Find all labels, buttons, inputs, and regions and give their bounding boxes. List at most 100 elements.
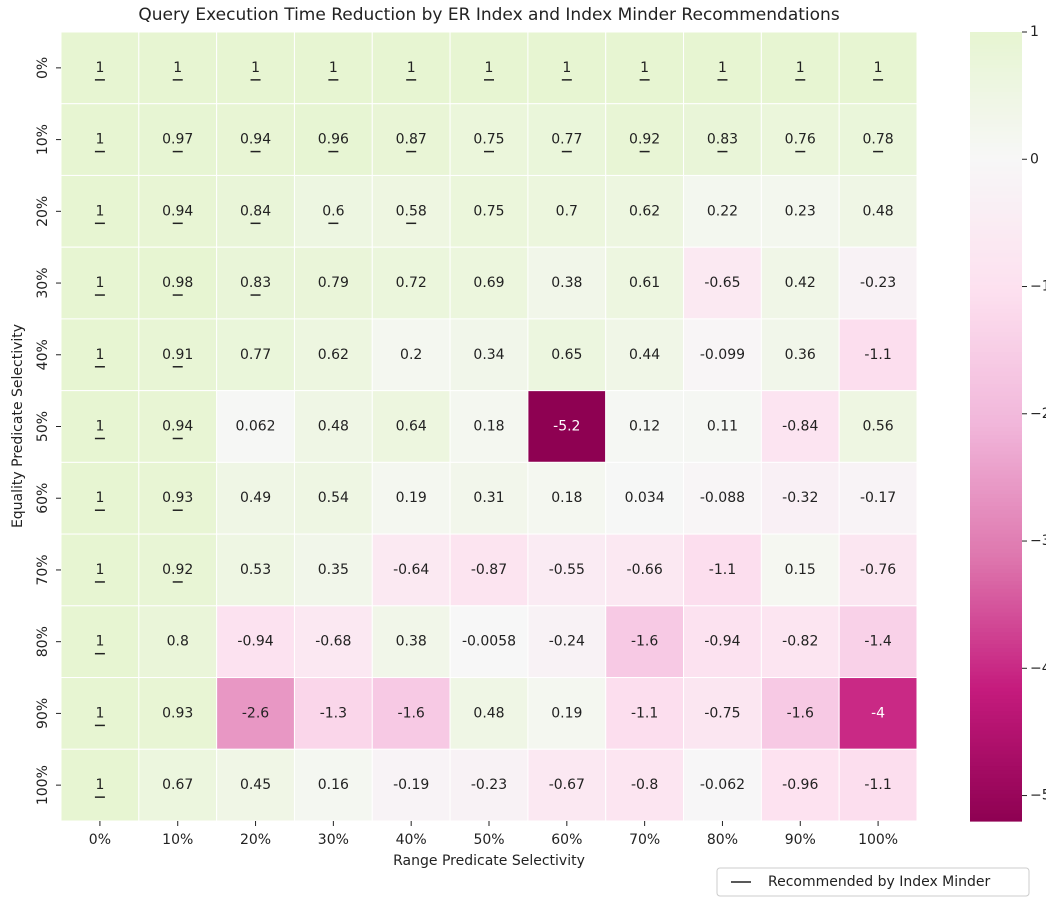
heatmap-cell — [216, 677, 295, 750]
colorbar-slice — [970, 237, 1022, 242]
colorbar-slice — [970, 659, 1022, 664]
colorbar-slice — [970, 477, 1022, 483]
cell-label: 0.45 — [240, 777, 271, 793]
x-axis-label: Range Predicate Selectivity — [393, 853, 585, 869]
colorbar-slice — [970, 517, 1022, 522]
colorbar-slice — [970, 280, 1022, 286]
colorbar-slice — [970, 55, 1022, 61]
colorbar-slice — [970, 312, 1022, 317]
cell-label: -0.23 — [860, 275, 896, 291]
y-tick-label: 90% — [35, 698, 51, 729]
colorbar-slice — [970, 509, 1022, 514]
cell-label: -1.1 — [631, 705, 658, 721]
colorbar-slice — [970, 426, 1022, 432]
colorbar-slice — [970, 264, 1022, 270]
cell-label: -0.088 — [700, 490, 745, 506]
colorbar-slice — [970, 738, 1022, 743]
colorbar-slice — [970, 592, 1022, 597]
colorbar-slice — [970, 260, 1022, 266]
heatmap-cell — [216, 390, 295, 463]
x-tick-label: 50% — [473, 832, 504, 848]
colorbar-slice — [970, 126, 1022, 132]
colorbar-slice — [970, 387, 1022, 392]
colorbar-slice — [970, 560, 1022, 566]
x-tick-label: 10% — [162, 832, 193, 848]
colorbar-slice — [970, 83, 1022, 88]
colorbar-slice — [970, 465, 1022, 471]
cell-label: 0.42 — [785, 275, 816, 291]
colorbar-slice — [970, 454, 1022, 459]
colorbar-slice — [970, 114, 1022, 120]
colorbar-slice — [970, 781, 1022, 787]
cell-label: 1 — [485, 60, 494, 76]
colorbar-slice — [970, 777, 1022, 783]
colorbar-slice — [970, 383, 1022, 388]
cell-label: 0.35 — [318, 562, 349, 578]
colorbar-slice — [970, 150, 1022, 155]
cell-label: 1 — [95, 60, 104, 76]
cell-label: 0.6 — [322, 203, 344, 219]
colorbar-slice — [970, 513, 1022, 518]
colorbar-slice — [970, 761, 1022, 767]
colorbar-slice — [970, 556, 1022, 562]
cell-label: -1.3 — [320, 705, 347, 721]
colorbar-slice — [970, 91, 1022, 96]
heatmap-cell — [138, 390, 218, 463]
cell-label: 0.77 — [551, 132, 582, 148]
colorbar-slice — [970, 446, 1022, 451]
heatmap-cell — [760, 31, 840, 105]
colorbar-slice — [970, 245, 1022, 250]
cell-label: 0.64 — [396, 419, 427, 435]
cell-label: 0.97 — [162, 132, 193, 148]
colorbar-slice — [970, 493, 1022, 499]
cell-label: 0.94 — [162, 203, 193, 219]
cell-label: -0.19 — [393, 777, 429, 793]
cell-label: 0.48 — [473, 705, 504, 721]
colorbar-slice — [970, 205, 1022, 211]
colorbar-slice — [970, 469, 1022, 475]
colorbar-slice — [970, 241, 1022, 246]
x-tick-label: 100% — [858, 832, 898, 848]
heatmap-cell — [293, 677, 373, 750]
heatmap-cell — [605, 103, 685, 176]
colorbar-slice — [970, 355, 1022, 361]
cell-label: 0.84 — [240, 203, 271, 219]
colorbar-slice — [970, 248, 1022, 254]
colorbar-slice — [970, 284, 1022, 290]
heatmap-cell — [449, 103, 529, 176]
heatmap-cell — [760, 605, 840, 679]
colorbar-slice — [970, 276, 1022, 282]
colorbar-slice — [970, 749, 1022, 755]
cell-label: -2.6 — [242, 705, 269, 721]
colorbar-slice — [970, 544, 1022, 550]
heatmap-cell — [138, 533, 218, 607]
colorbar-slice — [970, 154, 1022, 159]
heatmap-cell — [605, 748, 685, 822]
colorbar-slice — [970, 71, 1022, 76]
colorbar-slice — [970, 146, 1022, 151]
cell-label: 0.49 — [240, 490, 271, 506]
cell-label: 0.15 — [785, 562, 816, 578]
y-tick-label: 60% — [35, 483, 51, 514]
colorbar-slice — [970, 584, 1022, 589]
cell-label: 0.69 — [473, 275, 504, 291]
heatmap-cell — [683, 677, 762, 750]
heatmap-cell — [216, 174, 295, 248]
x-tick-label: 30% — [318, 832, 349, 848]
heatmap-cell — [605, 246, 685, 320]
heatmap-cell — [60, 533, 140, 607]
colorbar-slice — [970, 110, 1022, 116]
colorbar-slice — [970, 375, 1022, 380]
cell-label: -0.099 — [700, 347, 745, 363]
colorbar-slice — [970, 639, 1022, 645]
cell-label: -0.94 — [237, 634, 273, 650]
colorbar-slice — [970, 406, 1022, 412]
chart-title: Query Execution Time Reduction by ER Ind… — [138, 5, 839, 25]
colorbar-slice — [970, 47, 1022, 53]
colorbar-slice — [970, 710, 1022, 716]
colorbar-slice — [970, 130, 1022, 136]
colorbar-slice — [970, 197, 1022, 203]
colorbar-slice — [970, 347, 1022, 353]
colorbar-slice — [970, 422, 1022, 428]
cell-label: 0.92 — [629, 132, 660, 148]
